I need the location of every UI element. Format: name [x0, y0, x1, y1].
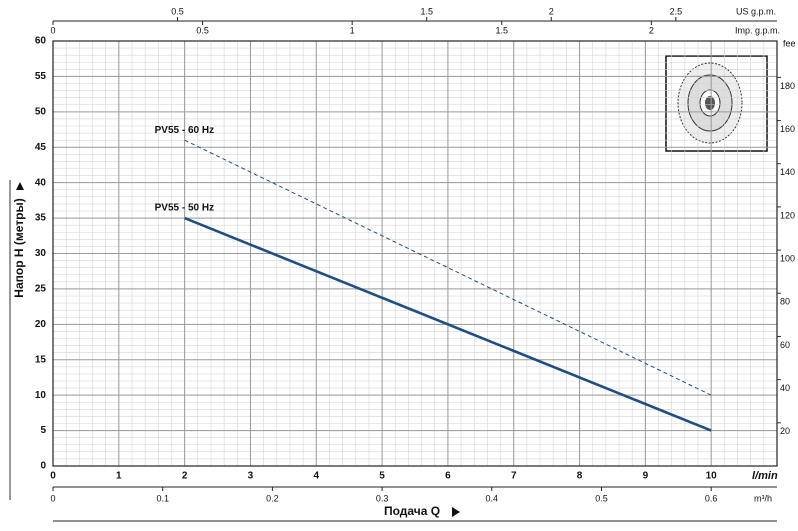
x-tick-label: 9: [643, 471, 649, 482]
y-tick-label: 60: [35, 36, 47, 47]
y2-tick-label: 180: [780, 81, 795, 91]
y2-tick-label: 100: [780, 253, 795, 263]
y-tick-label: 5: [40, 425, 46, 436]
y-tick-label: 35: [35, 213, 47, 224]
secondary-tick-label: 2: [549, 6, 554, 16]
x-tick-label: 4: [313, 471, 319, 482]
x-tick-label: 7: [511, 471, 517, 482]
secondary-tick-label: 1: [350, 25, 355, 35]
secondary-axis-label: m³/h: [754, 493, 772, 503]
y-tick-label: 20: [35, 319, 47, 330]
x-tick-label: 10: [706, 471, 718, 482]
y-tick-label: 40: [35, 177, 47, 188]
y-tick-label: 55: [35, 71, 47, 82]
secondary-tick-label: 0.2: [266, 493, 279, 503]
series-line: [184, 216, 712, 432]
secondary-tick-label: 1.5: [420, 6, 433, 16]
y-axis-arrow: [16, 182, 24, 190]
secondary-tick-label: 2.5: [670, 6, 683, 16]
y2-tick-label: 20: [780, 426, 790, 436]
secondary-tick-label: 0.1: [156, 493, 169, 503]
secondary-tick-label: 0.5: [171, 6, 184, 16]
y-tick-label: 0: [40, 461, 46, 472]
plot-frame: [52, 40, 778, 467]
secondary-tick-label: 0.5: [196, 25, 209, 35]
x-tick-label: 1: [116, 471, 122, 482]
secondary-tick-label: 0.4: [486, 493, 499, 503]
x-tick-label: 0: [50, 471, 56, 482]
y-tick-label: 15: [35, 354, 47, 365]
secondary-tick-label: 2: [649, 25, 654, 35]
x-tick-label: 5: [379, 471, 385, 482]
x-tick-label: 6: [445, 471, 451, 482]
y-tick-label: 10: [35, 390, 47, 401]
x-tick-label: 8: [577, 471, 583, 482]
secondary-tick-label: 0.6: [705, 493, 718, 503]
secondary-tick-label: 0.5: [595, 493, 608, 503]
secondary-axis-label: US g.p.m.: [736, 6, 776, 16]
series-label: PV55 - 60 Hz: [155, 125, 214, 136]
y-axis-label: Напор H (метры): [12, 198, 26, 297]
y2-tick-label: 60: [780, 340, 790, 350]
secondary-tick-label: 1.5: [496, 25, 509, 35]
x-axis-label: l/min: [752, 470, 778, 482]
y-tick-label: 30: [35, 248, 47, 259]
x-axis-title: Подача Q: [384, 504, 440, 518]
secondary-tick-label: 0: [50, 493, 55, 503]
y2-axis-label: fee: [783, 38, 796, 48]
x-tick-label: 3: [248, 471, 254, 482]
x-axis-arrow: [452, 507, 460, 517]
x-tick-label: 2: [182, 471, 188, 482]
secondary-tick-label: 0.3: [376, 493, 389, 503]
y-tick-label: 25: [35, 284, 47, 295]
secondary-axis-label: Imp. g.p.m.: [735, 25, 780, 35]
y-tick-label: 50: [35, 106, 47, 117]
y2-tick-label: 140: [780, 167, 795, 177]
y-tick-label: 45: [35, 142, 47, 153]
y2-tick-label: 80: [780, 297, 790, 307]
series-label: PV55 - 50 Hz: [155, 203, 214, 214]
y2-tick-label: 40: [780, 383, 790, 393]
impeller-inset: [665, 55, 768, 152]
y2-tick-label: 160: [780, 124, 795, 134]
y2-tick-label: 120: [780, 210, 795, 220]
secondary-tick-label: 0: [50, 25, 55, 35]
